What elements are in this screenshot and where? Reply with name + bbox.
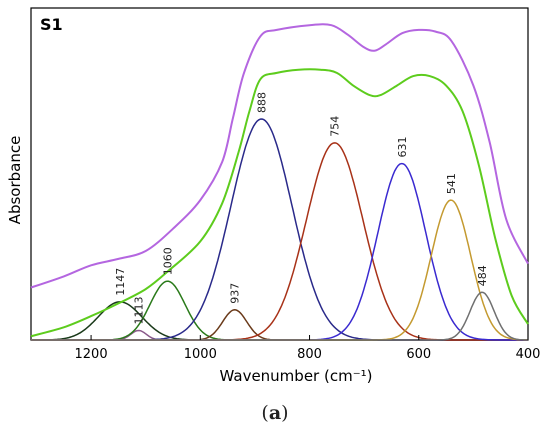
caption-open: ( <box>261 402 269 424</box>
x-tick-label-1200: 1200 <box>75 347 108 362</box>
x-axis-label: Wavenumber (cm⁻¹) <box>220 367 373 385</box>
peak-curve-484 <box>31 291 528 341</box>
peak-label-484: 484 <box>476 265 489 286</box>
spectra <box>30 23 529 338</box>
peak-components <box>31 118 528 341</box>
peak-label-937: 937 <box>229 283 242 304</box>
x-tick-label-400: 400 <box>516 347 541 362</box>
peak-label-541: 541 <box>445 173 458 194</box>
x-axis-ticks: 1200 1000 800 600 400 <box>75 335 541 362</box>
x-tick-label-800: 800 <box>297 347 322 362</box>
peak-labels: 1147 1113 1060 937 888 754 631 541 484 <box>114 92 489 325</box>
spectrum-fitted-envelope <box>30 68 529 338</box>
caption-close: ) <box>281 402 289 424</box>
peak-label-1147: 1147 <box>114 268 127 296</box>
peak-label-754: 754 <box>329 116 342 137</box>
peak-label-888: 888 <box>256 92 269 113</box>
spectrum-measured <box>30 23 529 289</box>
peak-label-1060: 1060 <box>162 247 175 275</box>
x-tick-label-1000: 1000 <box>184 347 217 362</box>
x-tick-label-600: 600 <box>406 347 431 362</box>
caption-letter: a <box>268 402 282 424</box>
panel-label: S1 <box>40 15 63 34</box>
plot-frame <box>30 7 529 341</box>
y-axis-label: Absorbance <box>6 136 24 225</box>
peak-label-631: 631 <box>396 137 409 158</box>
peak-label-1113: 1113 <box>133 297 146 325</box>
figure-caption: (a) <box>0 402 550 424</box>
